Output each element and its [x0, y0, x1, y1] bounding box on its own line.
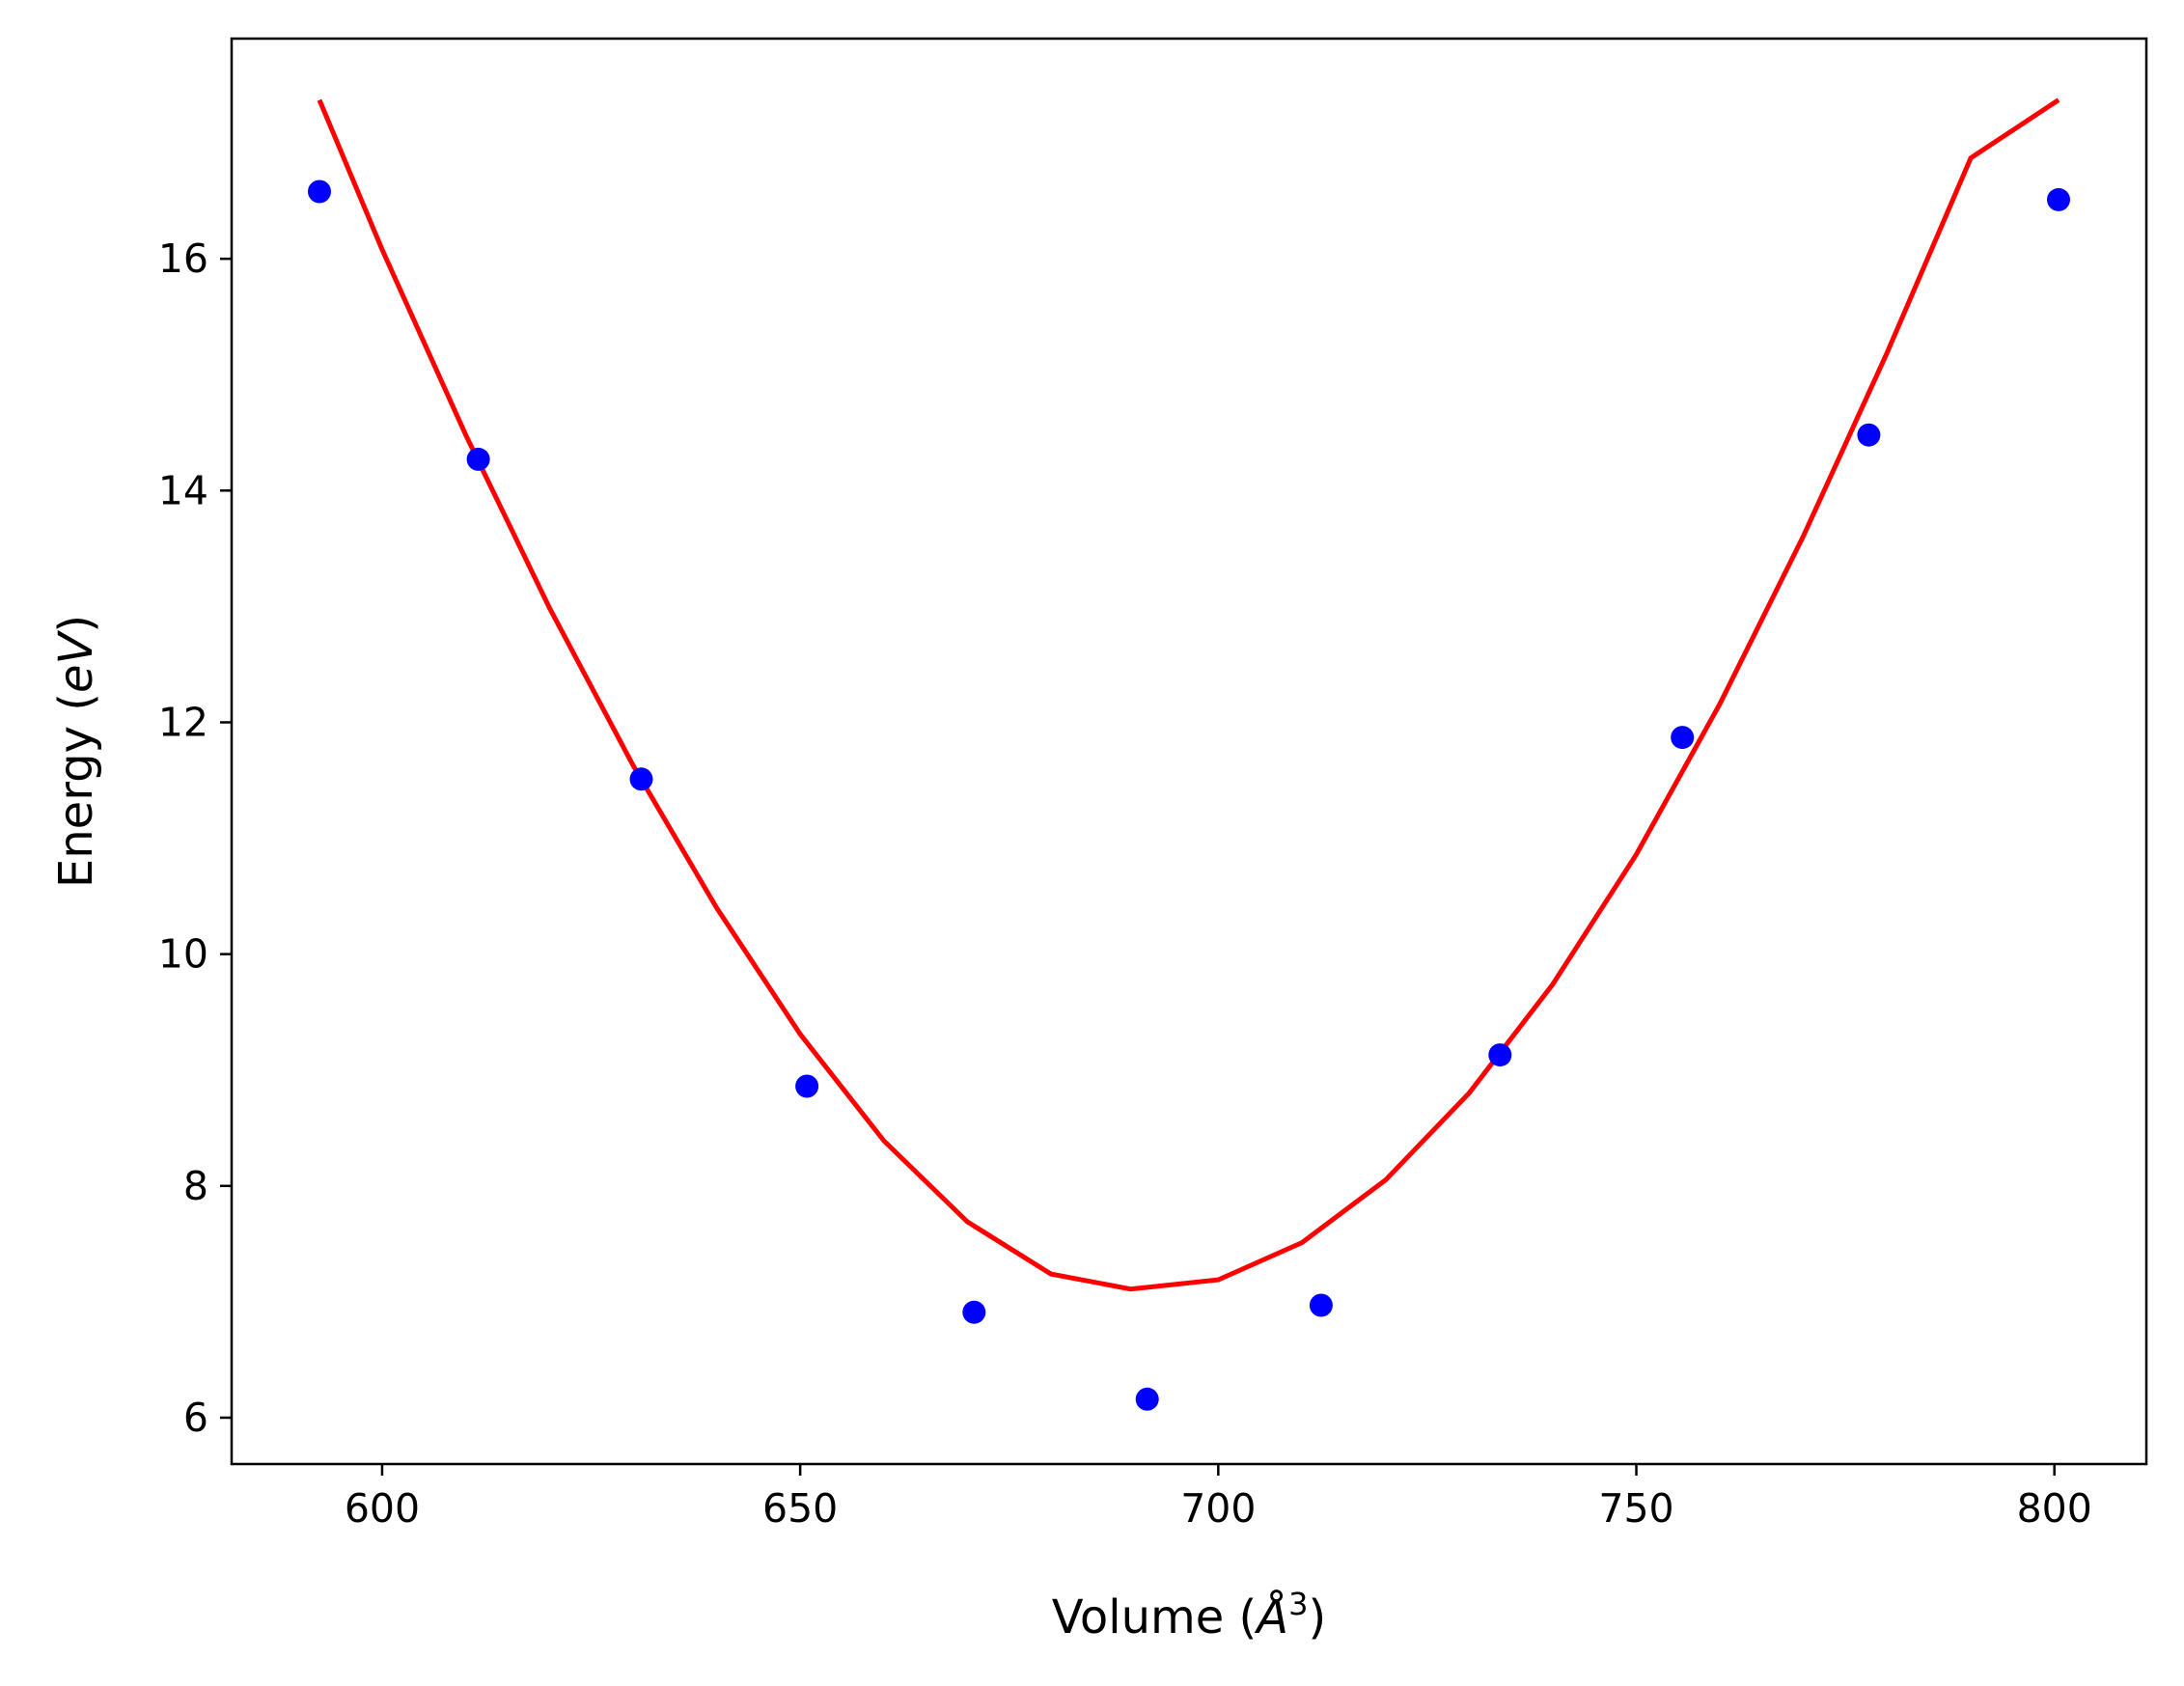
- x-axis-label-sup: 3: [1288, 1586, 1308, 1622]
- y-tick-label: 12: [158, 699, 208, 745]
- y-axis-ticks: 6 8 10 12 14 16: [158, 235, 232, 1441]
- plot-area: [308, 97, 2070, 1411]
- data-point: [629, 767, 653, 791]
- y-tick-label: 8: [183, 1163, 208, 1209]
- x-tick-label: 750: [1598, 1485, 1673, 1532]
- x-tick-label: 650: [762, 1485, 838, 1532]
- x-axis-label: Volume (Å3): [1052, 1586, 1326, 1645]
- data-point: [466, 447, 490, 471]
- data-point: [962, 1300, 986, 1324]
- y-axis-label-italic: eV: [49, 630, 103, 694]
- data-point: [1135, 1387, 1159, 1411]
- data-point: [1671, 726, 1695, 750]
- y-tick-label: 14: [158, 467, 208, 513]
- y-axis-label-end: ): [49, 615, 103, 633]
- data-point: [1488, 1043, 1512, 1067]
- x-tick-label: 800: [2017, 1485, 2092, 1532]
- y-tick-label: 6: [183, 1395, 208, 1441]
- data-point: [795, 1074, 819, 1098]
- x-tick-label: 700: [1180, 1485, 1256, 1532]
- y-tick-label: 10: [158, 931, 208, 978]
- axes: [230, 37, 2148, 1466]
- x-axis-label-end: ): [1308, 1590, 1326, 1645]
- fit-curve-line: [317, 97, 2060, 1292]
- plot-frame: [230, 37, 2148, 1466]
- x-axis-label-italic: Å: [1254, 1589, 1288, 1645]
- x-axis-ticks: 600 650 700 750 800: [345, 1464, 2092, 1532]
- x-tick-label: 600: [345, 1485, 420, 1532]
- y-tick-label: 16: [158, 235, 208, 282]
- data-point: [1309, 1293, 1333, 1317]
- x-axis-label-main: Volume (: [1052, 1590, 1258, 1645]
- data-point: [1857, 423, 1881, 447]
- y-axis-label: Energy (eV): [49, 615, 103, 888]
- data-point: [2047, 187, 2070, 211]
- data-point: [308, 180, 331, 204]
- y-axis-label-main: Energy (: [49, 693, 103, 888]
